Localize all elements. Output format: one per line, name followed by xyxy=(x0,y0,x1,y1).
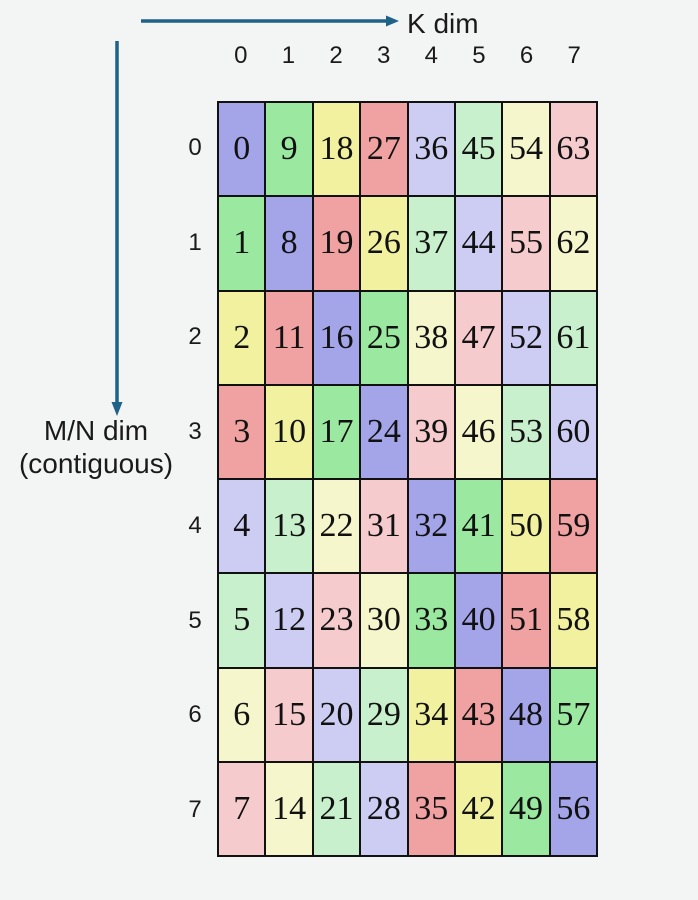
grid-cell-62: 62 xyxy=(548,195,599,292)
grid-cell-57: 57 xyxy=(548,666,599,763)
grid-cell-49: 49 xyxy=(501,760,551,858)
grid-cell-27: 27 xyxy=(359,100,409,198)
grid-cell-37: 37 xyxy=(406,195,456,292)
mn-dim-label-line2: (contiguous) xyxy=(18,448,174,479)
grid-cell-44: 44 xyxy=(453,195,504,292)
row-header-1: 1 xyxy=(188,228,202,256)
grid-cell-31: 31 xyxy=(359,477,409,575)
grid-cell-30: 30 xyxy=(359,572,409,669)
grid-cell-58: 58 xyxy=(548,572,599,669)
grid-cell-12: 12 xyxy=(264,572,314,669)
grid-cell-26: 26 xyxy=(359,195,409,292)
grid-row-2: 2 11 16 25 38 47 52 61 xyxy=(216,289,599,386)
k-dim-label: K dim xyxy=(407,8,479,39)
grid-cell-45: 45 xyxy=(453,100,504,198)
grid-cell-43: 43 xyxy=(453,666,504,763)
grid-cell-35: 35 xyxy=(406,760,456,858)
col-header-3: 3 xyxy=(377,42,391,69)
grid-row-3: 3 10 17 24 39 46 53 60 xyxy=(216,383,599,481)
grid-cell-6: 6 xyxy=(216,666,267,763)
grid-cell-56: 56 xyxy=(548,760,599,858)
grid-cell-1: 1 xyxy=(216,195,267,292)
col-header-5: 5 xyxy=(472,42,486,69)
col-header-6: 6 xyxy=(519,42,534,69)
grid-row-0: 0 9 18 27 36 45 54 63 xyxy=(216,100,599,198)
grid-cell-53: 53 xyxy=(501,383,551,481)
grid-cell-19: 19 xyxy=(311,195,362,292)
column-headers: 0 1 2 3 4 5 6 7 xyxy=(217,42,598,70)
grid-cell-39: 39 xyxy=(406,383,456,481)
grid-cell-36: 36 xyxy=(406,100,456,198)
grid-cell-13: 13 xyxy=(264,477,314,575)
grid-cell-22: 22 xyxy=(311,477,362,575)
row-header-6: 6 xyxy=(188,701,202,729)
grid-cell-3: 3 xyxy=(216,383,267,481)
grid-cell-5: 5 xyxy=(216,572,267,669)
row-header-5: 5 xyxy=(188,606,202,634)
row-header-7: 7 xyxy=(188,795,202,823)
grid-cell-15: 15 xyxy=(264,666,314,763)
grid-cell-33: 33 xyxy=(406,572,456,669)
grid-cell-4: 4 xyxy=(216,477,267,575)
grid-cell-29: 29 xyxy=(359,666,409,763)
grid-cell-16: 16 xyxy=(311,289,362,386)
grid-cell-47: 47 xyxy=(453,289,504,386)
grid-cell-54: 54 xyxy=(501,100,551,198)
grid-cell-41: 41 xyxy=(453,477,504,575)
grid-cell-52: 52 xyxy=(501,289,551,386)
col-header-2: 2 xyxy=(329,42,343,69)
grid-cell-32: 32 xyxy=(406,477,456,575)
grid-cell-46: 46 xyxy=(453,383,504,481)
grid-cell-51: 51 xyxy=(501,572,551,669)
grid-row-4: 4 13 22 31 32 41 50 59 xyxy=(216,477,599,575)
value-grid: 0 9 18 27 36 45 54 63 1 8 19 26 37 44 55 62 2 11 16 25 38 47 5… xyxy=(216,100,599,858)
grid-row-6: 6 15 20 29 34 43 48 57 xyxy=(216,666,599,763)
grid-row-1: 1 8 19 26 37 44 55 62 xyxy=(216,195,599,292)
grid-cell-50: 50 xyxy=(501,477,551,575)
grid-cell-24: 24 xyxy=(359,383,409,481)
row-header-0: 0 xyxy=(188,134,202,162)
col-header-1: 1 xyxy=(281,42,296,69)
grid-cell-7: 7 xyxy=(216,760,267,858)
grid-cell-20: 20 xyxy=(311,666,362,763)
k-dim-arrow-icon xyxy=(141,15,399,27)
grid-cell-42: 42 xyxy=(453,760,504,858)
grid-cell-55: 55 xyxy=(501,195,551,292)
mn-dim-arrow-icon xyxy=(111,41,123,416)
grid-cell-18: 18 xyxy=(311,100,362,198)
grid-cell-21: 21 xyxy=(311,760,362,858)
row-header-3: 3 xyxy=(188,417,202,445)
grid-cell-14: 14 xyxy=(264,760,314,858)
col-header-4: 4 xyxy=(424,42,438,69)
grid-cell-8: 8 xyxy=(264,195,314,292)
grid-cell-40: 40 xyxy=(453,572,504,669)
grid-row-5: 5 12 23 30 33 40 51 58 xyxy=(216,572,599,669)
grid-cell-9: 9 xyxy=(264,100,314,198)
mn-dim-label: M/N dim (contiguous) xyxy=(0,414,192,480)
mn-dim-label-line1: M/N dim xyxy=(43,415,149,446)
grid-cell-23: 23 xyxy=(311,572,362,669)
grid-cell-60: 60 xyxy=(548,383,599,481)
row-header-4: 4 xyxy=(188,512,202,540)
grid-cell-0: 0 xyxy=(216,100,267,198)
grid-cell-38: 38 xyxy=(406,289,456,386)
grid-cell-63: 63 xyxy=(548,100,599,198)
col-header-0: 0 xyxy=(234,42,248,69)
grid-cell-28: 28 xyxy=(359,760,409,858)
grid-cell-10: 10 xyxy=(264,383,314,481)
grid-cell-61: 61 xyxy=(548,289,599,386)
grid-cell-48: 48 xyxy=(501,666,551,763)
row-header-2: 2 xyxy=(188,323,202,351)
row-headers: 0 1 2 3 4 5 6 7 xyxy=(177,101,213,857)
grid-cell-25: 25 xyxy=(359,289,409,386)
grid-cell-34: 34 xyxy=(406,666,456,763)
col-header-7: 7 xyxy=(567,42,581,69)
grid-row-7: 7 14 21 28 35 42 49 56 xyxy=(216,760,599,858)
grid-cell-59: 59 xyxy=(548,477,599,575)
grid-cell-17: 17 xyxy=(311,383,362,481)
grid-cell-11: 11 xyxy=(264,289,314,386)
grid-cell-2: 2 xyxy=(216,289,267,386)
